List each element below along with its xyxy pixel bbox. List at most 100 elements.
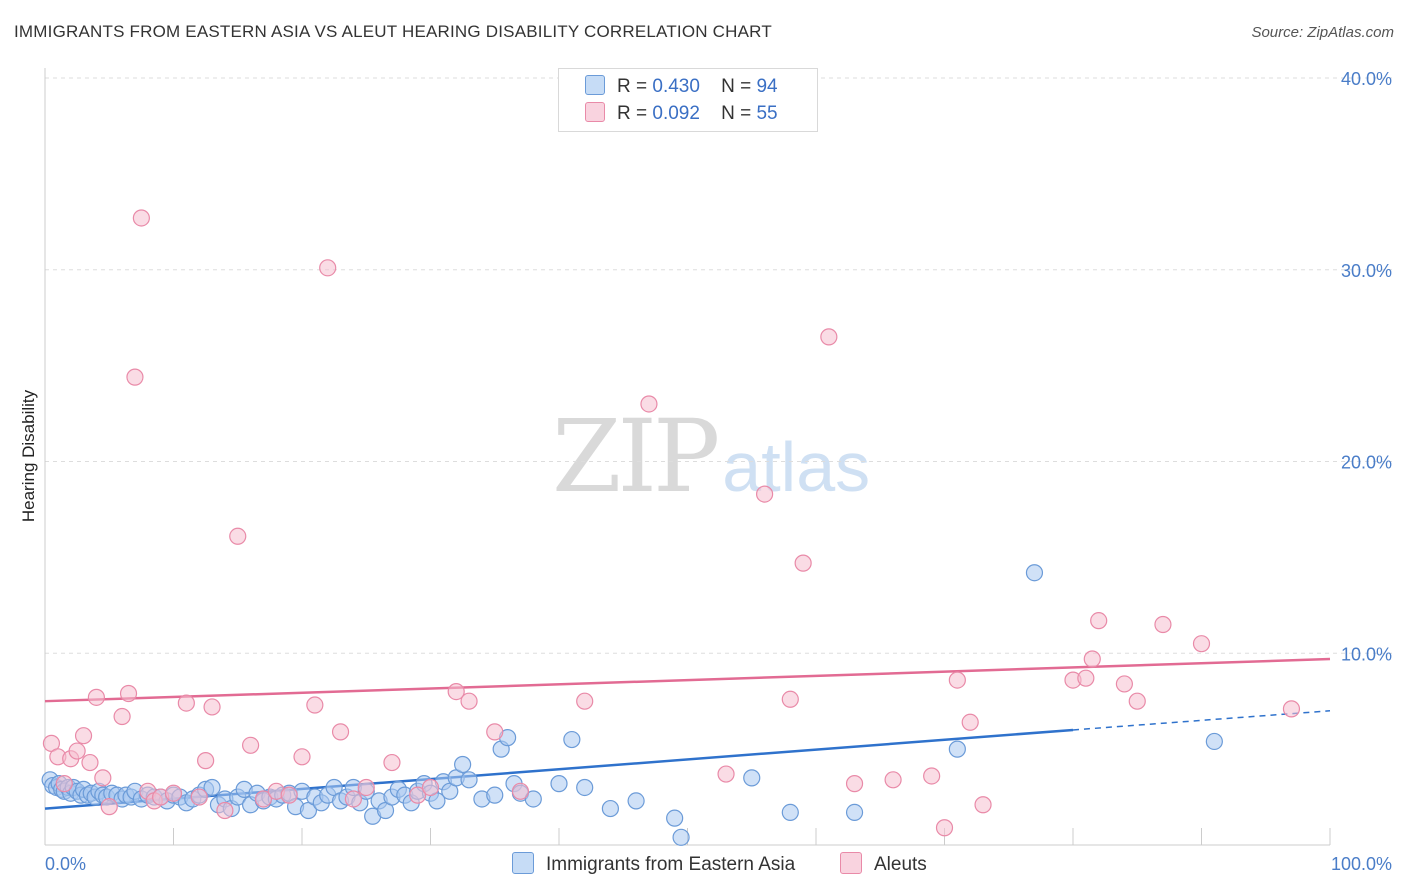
point-aleuts [132, 209, 150, 227]
point-aleuts [280, 786, 298, 804]
data-points [41, 209, 1301, 846]
point-aleuts [126, 368, 144, 386]
point-aleuts [845, 775, 864, 793]
grid [45, 77, 1392, 654]
point-aleuts [254, 790, 273, 808]
point-aleuts [460, 692, 478, 710]
point-immigrants [576, 778, 594, 797]
point-aleuts [306, 696, 324, 714]
point-immigrants [454, 755, 472, 774]
point-immigrants [948, 740, 966, 758]
point-aleuts [820, 328, 838, 346]
bottom-legend-label-2: Aleuts [874, 854, 927, 875]
point-immigrants [743, 769, 761, 787]
point-aleuts [100, 798, 118, 816]
point-immigrants [672, 828, 690, 846]
point-aleuts [344, 790, 362, 808]
point-aleuts [486, 723, 504, 741]
point-aleuts [242, 736, 260, 754]
point-immigrants [460, 771, 478, 789]
point-aleuts [74, 727, 93, 745]
watermark-atlas: atlas [722, 428, 871, 506]
point-immigrants [563, 730, 581, 749]
y-tick-label: 20.0% [1341, 453, 1392, 473]
point-aleuts [203, 698, 221, 716]
point-aleuts [87, 688, 106, 706]
point-immigrants [781, 803, 799, 822]
point-aleuts [923, 767, 941, 785]
legend-n-value-2: 55 [756, 103, 778, 124]
point-aleuts [113, 707, 131, 726]
point-aleuts [884, 771, 902, 789]
point-aleuts [177, 694, 195, 712]
point-aleuts [68, 742, 86, 760]
point-aleuts [781, 690, 799, 708]
point-aleuts [717, 765, 735, 783]
legend-r-value-1: 0.430 [652, 76, 700, 97]
y-axis-title: Hearing Disability [19, 389, 38, 522]
point-aleuts [974, 796, 992, 814]
y-tick-label: 30.0% [1341, 261, 1392, 281]
bottom-legend-aleuts[interactable]: Aleuts [840, 852, 927, 876]
point-aleuts [511, 782, 530, 800]
bottom-legend-immigrants[interactable]: Immigrants from Eastern Asia [512, 852, 795, 876]
point-aleuts [961, 713, 979, 731]
point-aleuts [794, 554, 812, 572]
point-aleuts [164, 784, 183, 802]
point-aleuts [421, 778, 440, 797]
point-aleuts [948, 671, 966, 689]
legend-r-label-2: R = [617, 103, 648, 124]
point-aleuts [1115, 675, 1134, 693]
legend-row-aleuts: R = 0.092 N = 55 [585, 102, 778, 128]
legend-n-label: N = [721, 76, 752, 97]
point-immigrants [666, 809, 684, 827]
legend-row-immigrants: R = 0.430 N = 94 [585, 75, 778, 101]
point-immigrants [627, 792, 645, 810]
legend-r-value-2: 0.092 [652, 103, 700, 124]
point-aleuts [81, 753, 99, 772]
stats-legend: R = 0.430 N = 94 R = 0.092 N = 55 [558, 68, 818, 132]
bottom-legend-label-1: Immigrants from Eastern Asia [546, 854, 796, 875]
point-aleuts [293, 748, 311, 766]
point-immigrants [601, 799, 620, 818]
point-immigrants [524, 790, 542, 808]
legend-swatch-blue [585, 75, 605, 95]
point-aleuts [576, 692, 594, 710]
point-aleuts [1282, 700, 1301, 718]
point-aleuts [1128, 692, 1146, 710]
source-label: Source: ZipAtlas.com [1251, 24, 1394, 41]
point-aleuts [216, 801, 234, 820]
point-aleuts [1090, 612, 1108, 630]
point-aleuts [119, 684, 138, 703]
point-aleuts [1154, 615, 1172, 634]
point-aleuts [935, 819, 954, 837]
point-aleuts [755, 485, 774, 503]
y-tick-label: 40.0% [1341, 69, 1392, 89]
legend-n-value-1: 94 [756, 76, 778, 97]
legend-swatch-pink [585, 102, 605, 122]
point-aleuts [319, 259, 337, 277]
bottom-legend-swatch-pink [840, 852, 862, 874]
chart-title: IMMIGRANTS FROM EASTERN ASIA VS ALEUT HE… [14, 22, 772, 41]
point-aleuts [409, 786, 427, 804]
point-aleuts [447, 682, 465, 701]
axes [44, 68, 1331, 846]
point-aleuts [94, 769, 112, 787]
point-aleuts [640, 395, 658, 413]
point-aleuts [197, 752, 215, 770]
point-immigrants [486, 786, 504, 804]
point-immigrants [203, 778, 221, 797]
x-tick-label: 100.0% [1331, 854, 1392, 874]
point-aleuts [383, 753, 401, 772]
legend-r-label: R = [617, 76, 648, 97]
point-aleuts [190, 788, 208, 806]
trend-line-aleuts [44, 657, 1331, 703]
point-immigrants [845, 803, 864, 822]
point-aleuts [1192, 635, 1211, 653]
axis-labels: 10.0% 20.0% 30.0% 40.0% 0.0% 100.0% Hearing Di… [19, 69, 1392, 874]
point-immigrants [1205, 732, 1223, 751]
point-aleuts [357, 778, 375, 797]
watermark: ZIPatlas [552, 398, 870, 515]
bottom-legend-swatch-blue [512, 852, 534, 874]
point-aleuts [1083, 650, 1101, 668]
